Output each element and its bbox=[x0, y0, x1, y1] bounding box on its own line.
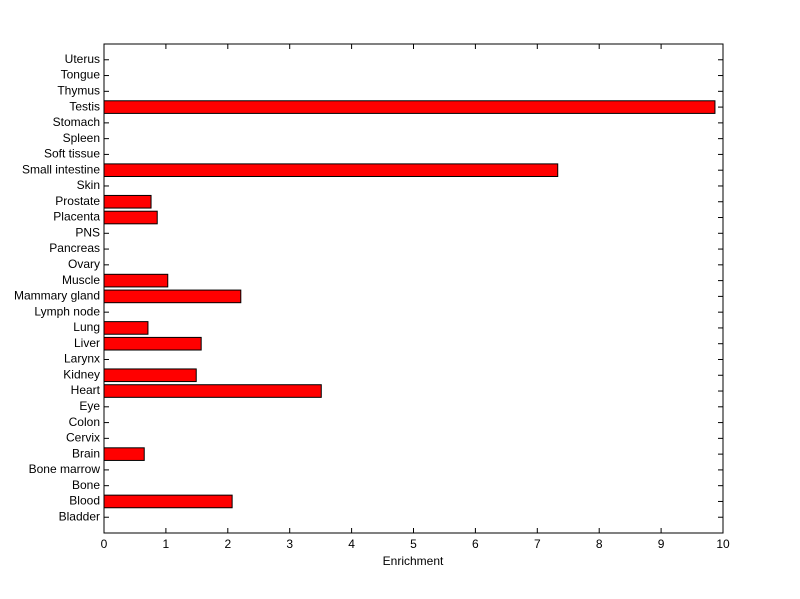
bar bbox=[103, 273, 169, 288]
bar bbox=[103, 210, 158, 225]
x-tick-label: 0 bbox=[101, 537, 108, 551]
y-tick-label: Blood bbox=[69, 494, 100, 508]
x-tick-label: 2 bbox=[224, 537, 231, 551]
x-tick-label: 3 bbox=[286, 537, 293, 551]
bar bbox=[103, 384, 322, 398]
x-tick-label: 1 bbox=[163, 537, 170, 551]
y-tick-label: Tongue bbox=[61, 68, 101, 82]
y-tick-label: Stomach bbox=[53, 115, 100, 129]
y-tick-label: Cervix bbox=[66, 431, 100, 445]
x-tick-label: 6 bbox=[472, 537, 479, 551]
y-tick-label: Soft tissue bbox=[44, 147, 100, 161]
x-tick-label: 9 bbox=[658, 537, 665, 551]
plot-frame bbox=[103, 43, 724, 534]
y-tick-label: Bladder bbox=[59, 509, 100, 523]
y-tick-label: Lung bbox=[73, 320, 100, 334]
y-tick-label: Placenta bbox=[53, 210, 100, 224]
y-tick-label: Thymus bbox=[57, 83, 100, 97]
x-tick-label: 4 bbox=[348, 537, 355, 551]
bar bbox=[103, 447, 145, 461]
y-tick-label: Skin bbox=[77, 178, 100, 192]
y-tick-label: Spleen bbox=[63, 131, 100, 145]
y-tick-label: Muscle bbox=[62, 273, 100, 287]
y-tick-label: PNS bbox=[75, 225, 100, 239]
bar bbox=[103, 163, 559, 178]
y-tick-label: Colon bbox=[69, 415, 100, 429]
x-tick-label: 8 bbox=[596, 537, 603, 551]
y-tick-label: Testis bbox=[69, 99, 100, 113]
y-tick-label: Heart bbox=[71, 383, 101, 397]
y-tick-label: Kidney bbox=[63, 367, 100, 381]
y-tick-label: Prostate bbox=[55, 194, 100, 208]
y-tick-label: Bone bbox=[72, 478, 100, 492]
bar bbox=[103, 194, 152, 209]
y-tick-label: Small intestine bbox=[22, 162, 100, 176]
y-tick-label: Mammary gland bbox=[14, 289, 100, 303]
y-tick-label: Ovary bbox=[68, 257, 100, 271]
y-tick-label: Bone marrow bbox=[29, 462, 101, 476]
y-tick-label: Brain bbox=[72, 446, 100, 460]
x-tick-label: 10 bbox=[716, 537, 730, 551]
y-tick-label: Eye bbox=[79, 399, 100, 413]
bar bbox=[103, 289, 242, 304]
y-tick-label: Lymph node bbox=[34, 304, 100, 318]
x-tick-label: 7 bbox=[534, 537, 541, 551]
bar bbox=[103, 100, 716, 114]
y-tick-label: Pancreas bbox=[49, 241, 100, 255]
x-tick-label: 5 bbox=[410, 537, 417, 551]
x-axis-label: Enrichment bbox=[383, 554, 444, 568]
y-tick-label: Liver bbox=[74, 336, 100, 350]
y-tick-label: Uterus bbox=[65, 52, 100, 66]
y-tick-label: Larynx bbox=[64, 352, 100, 366]
bar bbox=[103, 336, 202, 351]
bar bbox=[103, 368, 197, 383]
bar bbox=[103, 494, 233, 509]
bar bbox=[103, 321, 149, 335]
